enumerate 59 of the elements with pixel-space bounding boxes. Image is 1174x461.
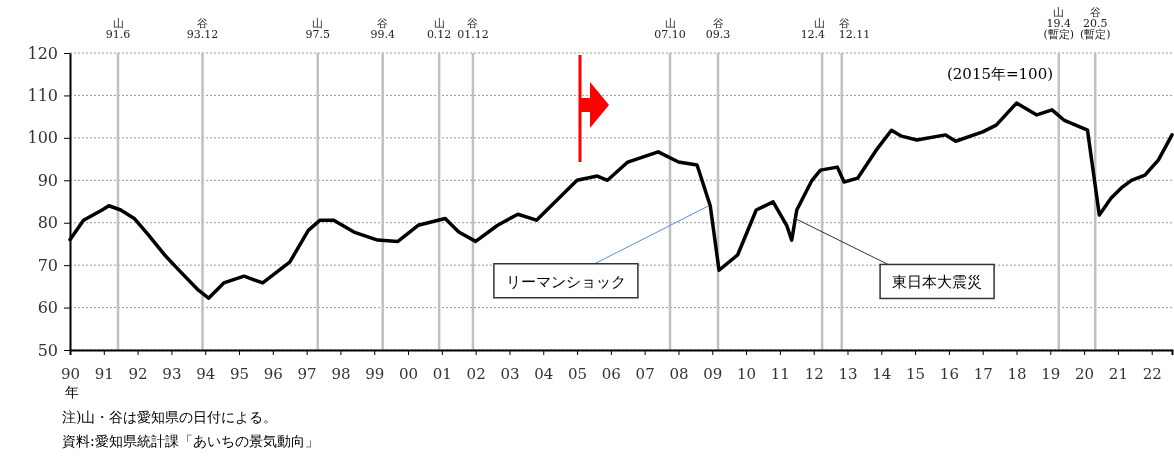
y-tick-label: 100 [27, 128, 58, 148]
x-tick-label: 11 [770, 365, 790, 383]
x-tick-label: 04 [534, 365, 554, 383]
x-tick-label: 01 [432, 365, 452, 383]
x-tick-label: 19 [1041, 365, 1061, 383]
x-tick-label: 00 [398, 365, 419, 383]
ref-line-label: 谷 93.12 [186, 17, 219, 41]
x-tick-label: 16 [939, 365, 959, 383]
ref-line-label: 山 07.10 [654, 17, 686, 41]
x-tick-label: 17 [973, 365, 993, 383]
ref-line-label: 谷 09.3 [705, 17, 731, 41]
ref-line-label: 谷 99.4 [370, 17, 395, 41]
x-tick-label: 03 [500, 365, 520, 383]
x-tick-label: 21 [1108, 365, 1128, 383]
y-tick-label: 110 [27, 86, 58, 106]
x-tick-label: 20 [1075, 365, 1095, 383]
x-tick-label: 12 [804, 365, 824, 383]
x-tick-label: 96 [263, 365, 283, 383]
text: 注)山・谷は愛知県の日付による。 [62, 409, 278, 425]
x-tick-label: 90 [60, 365, 81, 383]
x-tick-label: 05 [568, 365, 588, 383]
x-tick-label: 14 [872, 365, 892, 383]
annotation: 東日本大震災 [892, 273, 983, 292]
x-tick-label: 09 [703, 365, 723, 383]
y-tick-label: 70 [37, 255, 58, 275]
x-tick-label: 18 [1007, 365, 1027, 383]
x-tick-label: 10 [737, 365, 757, 383]
text: 資料:愛知県統計課「あいちの景気動向」 [62, 433, 319, 449]
x-tick-label: 99 [365, 365, 385, 383]
x-tick-label: 06 [601, 365, 621, 383]
y-tick-label: 90 [37, 170, 58, 190]
ref-line-label: 山 12.4 [800, 17, 826, 41]
x-tick-label: 22 [1142, 365, 1162, 383]
x-tick-label: 08 [669, 365, 689, 383]
x-tick-label: 98 [331, 365, 351, 383]
ref-line-label: 谷 01.12 [457, 17, 489, 41]
x-tick-label: 92 [128, 365, 148, 383]
y-tick-label: 120 [27, 43, 58, 63]
ref-line-label: 山 91.6 [105, 17, 131, 41]
y-tick-label: 50 [37, 340, 58, 360]
ref-line-label: 谷 20.5 (暫定) [1079, 6, 1111, 41]
ref-line-label: 谷 12.11 [838, 17, 871, 41]
ref-line-label: 山 0.12 [426, 17, 452, 41]
x-tick-label: 95 [229, 365, 250, 383]
ref-line-label: 山 97.5 [305, 17, 331, 41]
x-tick-label: 97 [297, 365, 317, 383]
x-tick-label: 94 [196, 365, 216, 383]
annotation: (2015年=100) [946, 65, 1054, 83]
y-tick-label: 80 [37, 213, 58, 233]
x-tick-label: 13 [838, 365, 858, 383]
x-tick-label: 93 [162, 365, 182, 383]
x-tick-label: 02 [466, 365, 486, 383]
y-tick-label: 60 [37, 298, 58, 318]
x-tick-label: 91 [94, 365, 114, 383]
x-axis-title: 年 [65, 384, 79, 400]
x-tick-label: 07 [635, 365, 655, 383]
ref-line-label: 山 19.4 (暫定) [1043, 6, 1075, 41]
x-tick-label: 15 [906, 365, 926, 383]
annotation: リーマンショック [505, 272, 626, 291]
